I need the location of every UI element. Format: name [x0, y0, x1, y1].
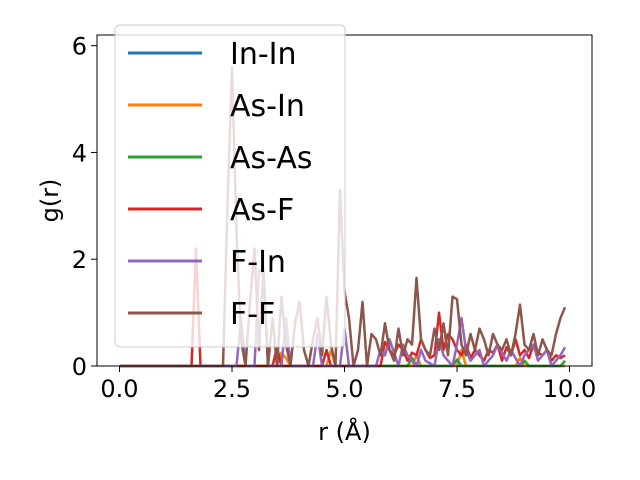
y-tick-label: 6 [72, 33, 87, 61]
legend-label: In-In [230, 37, 297, 72]
series-line-f-f [119, 65, 567, 368]
x-tick-label: 5.0 [325, 375, 363, 403]
legend-label: As-F [230, 193, 294, 228]
x-tick-label: 10.0 [543, 375, 596, 403]
legend-entry: As-As [128, 141, 312, 176]
legend-label: F-In [230, 245, 286, 280]
legend-label: F-F [230, 297, 275, 332]
legend-entry: As-In [128, 89, 305, 124]
legend-entry: As-F [128, 193, 294, 228]
x-tick-label: 0.0 [100, 375, 138, 403]
legend: In-In As-In As-As As-F F-In F-F [114, 24, 346, 348]
legend-label: As-As [230, 141, 312, 176]
legend-entry: In-In [128, 37, 297, 72]
x-tick-label: 2.5 [213, 375, 251, 403]
y-tick-label: 0 [72, 353, 87, 381]
y-tick-label: 4 [72, 139, 87, 167]
x-tick-label: 7.5 [438, 375, 476, 403]
legend-entry: F-In [128, 245, 286, 280]
y-axis-ticks: 0 2 4 6 [72, 33, 97, 381]
x-axis-ticks: 0.0 2.5 5.0 7.5 10.0 [100, 366, 596, 403]
y-tick-label: 2 [72, 246, 87, 274]
legend-label: As-In [230, 89, 305, 124]
y-axis-label: g(r) [36, 179, 64, 223]
legend-entry: F-F [128, 297, 275, 332]
x-axis-label: r (Å) [318, 417, 371, 446]
